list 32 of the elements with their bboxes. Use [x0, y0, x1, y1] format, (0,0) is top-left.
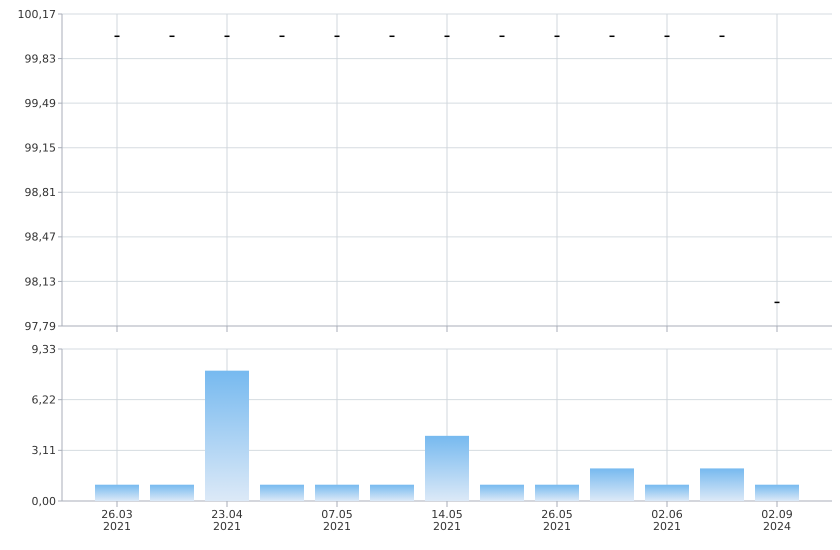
x-tick-label: 23.04 2021 — [211, 508, 243, 533]
bar — [590, 468, 634, 501]
bar — [205, 370, 249, 501]
bar — [700, 468, 744, 501]
bar — [260, 484, 304, 501]
y-tick-label: 3,11 — [32, 444, 56, 458]
bar — [150, 484, 194, 501]
y-tick-label: 0,00 — [32, 494, 56, 508]
x-tick-label: 26.05 2021 — [541, 508, 573, 533]
bar — [480, 484, 524, 501]
bar — [535, 484, 579, 501]
y-tick-label: 99,83 — [24, 52, 56, 66]
y-tick-label: 6,22 — [32, 394, 56, 407]
y-tick-label: 98,81 — [24, 186, 56, 200]
x-tick-label: 14.05 2021 — [431, 508, 463, 533]
bar — [370, 484, 414, 501]
x-tick-label: 02.09 2024 — [761, 508, 793, 533]
bar — [95, 484, 139, 501]
y-tick-label: 100,17 — [18, 8, 56, 21]
bar — [755, 484, 799, 501]
y-tick-label: 98,47 — [24, 230, 56, 244]
y-tick-label: 98,13 — [24, 275, 56, 288]
bar — [645, 484, 689, 501]
y-tick-label: 9,33 — [32, 342, 56, 356]
bar — [425, 436, 469, 501]
x-tick-label: 02.06 2021 — [651, 508, 683, 533]
x-tick-label: 07.05 2021 — [321, 508, 353, 533]
y-tick-label: 99,49 — [24, 96, 56, 110]
y-tick-label: 97,79 — [24, 320, 56, 333]
bar — [315, 484, 359, 501]
y-tick-label: 99,15 — [24, 142, 56, 155]
x-tick-label: 26.03 2021 — [101, 508, 133, 533]
